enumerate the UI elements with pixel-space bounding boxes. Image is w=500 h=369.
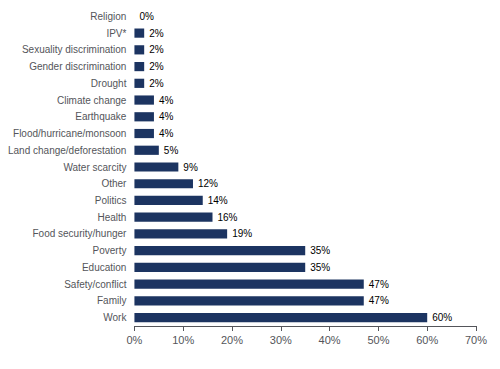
svg-text:2%: 2% (149, 78, 164, 89)
svg-text:Education: Education (82, 262, 126, 273)
svg-text:Drought: Drought (91, 78, 127, 89)
svg-text:Religion: Religion (90, 11, 126, 22)
svg-text:Gender discrimination: Gender discrimination (29, 61, 126, 72)
svg-text:19%: 19% (232, 228, 252, 239)
svg-text:70%: 70% (465, 334, 487, 346)
svg-text:16%: 16% (218, 212, 238, 223)
svg-text:35%: 35% (310, 245, 330, 256)
svg-text:9%: 9% (183, 162, 198, 173)
svg-text:Health: Health (98, 212, 127, 223)
svg-text:Climate change: Climate change (57, 95, 127, 106)
svg-text:4%: 4% (159, 95, 174, 106)
svg-text:Poverty: Poverty (93, 245, 127, 256)
svg-text:30%: 30% (270, 334, 292, 346)
svg-text:Flood/hurricane/monsoon: Flood/hurricane/monsoon (13, 128, 126, 139)
svg-text:IPV*: IPV* (106, 28, 126, 39)
svg-text:4%: 4% (159, 111, 174, 122)
svg-text:47%: 47% (369, 279, 389, 290)
svg-text:47%: 47% (369, 295, 389, 306)
svg-text:2%: 2% (149, 44, 164, 55)
svg-text:60%: 60% (416, 334, 438, 346)
svg-text:Water scarcity: Water scarcity (63, 162, 126, 173)
svg-text:50%: 50% (367, 334, 389, 346)
svg-text:40%: 40% (319, 334, 341, 346)
svg-text:Other: Other (101, 178, 127, 189)
svg-text:Safety/conflict: Safety/conflict (64, 279, 126, 290)
svg-text:Earthquake: Earthquake (75, 111, 127, 122)
svg-text:Land change/deforestation: Land change/deforestation (8, 145, 126, 156)
svg-text:60%: 60% (432, 312, 452, 323)
svg-text:35%: 35% (310, 262, 330, 273)
svg-text:12%: 12% (198, 178, 218, 189)
svg-text:20%: 20% (221, 334, 243, 346)
svg-text:Work: Work (103, 312, 127, 323)
svg-text:4%: 4% (159, 128, 174, 139)
svg-text:10%: 10% (172, 334, 194, 346)
svg-text:2%: 2% (149, 61, 164, 72)
svg-text:5%: 5% (164, 145, 179, 156)
svg-text:2%: 2% (149, 28, 164, 39)
svg-text:0%: 0% (126, 334, 142, 346)
svg-text:Food security/hunger: Food security/hunger (32, 228, 127, 239)
svg-text:0%: 0% (139, 11, 154, 22)
svg-text:Politics: Politics (95, 195, 127, 206)
svg-text:Family: Family (97, 295, 126, 306)
svg-text:14%: 14% (208, 195, 228, 206)
svg-text:Sexuality discrimination: Sexuality discrimination (22, 44, 127, 55)
